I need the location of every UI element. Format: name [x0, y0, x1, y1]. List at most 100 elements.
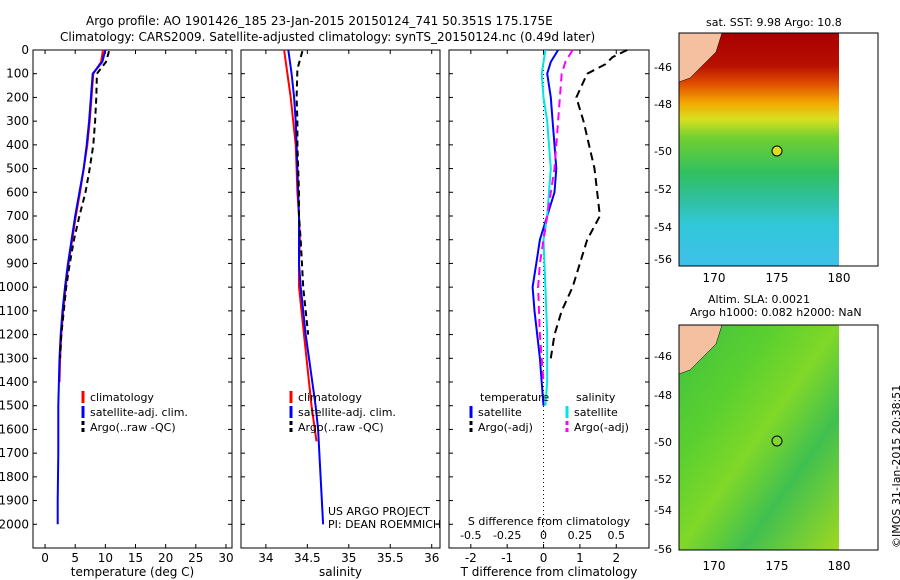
sst-float-marker — [771, 145, 783, 157]
x-tick-label: 5 — [71, 551, 79, 565]
legend-title: temperature — [480, 391, 549, 404]
series-line — [537, 49, 574, 383]
sla-map — [678, 324, 879, 551]
x-tick-label: 30 — [218, 551, 233, 565]
y-tick-label: 100 — [6, 67, 29, 81]
series-line — [56, 49, 107, 525]
x-tick-label: -1 — [501, 551, 513, 565]
y-tick-label: 600 — [6, 185, 29, 199]
y-tick-label: 1000 — [0, 280, 29, 294]
sst-lat-label: -48 — [654, 98, 672, 111]
profile-panels: 0 5 10 15 20 25 300100200300400500600700800900… — [0, 43, 650, 579]
panel-temperature: 0 5 10 15 20 25 300100200300400500600700800900… — [0, 43, 234, 579]
sla-field — [679, 325, 839, 550]
sst-lon-label: 180 — [828, 271, 851, 285]
series-line — [295, 50, 310, 335]
y-tick-label: 500 — [6, 162, 29, 176]
s-tick-label: 0 — [540, 529, 547, 542]
sla-lat-label: -56 — [654, 543, 672, 556]
sst-lat-label: -46 — [654, 61, 672, 74]
s-tick-label: 0.5 — [608, 529, 626, 542]
x-tick-label: 15 — [128, 551, 143, 565]
y-tick-label: 300 — [6, 114, 29, 128]
legend-label: satellite-adj. clim. — [298, 406, 396, 419]
x-axis-label: T difference from climatology — [460, 565, 638, 579]
x-axis-label: salinity — [319, 565, 362, 579]
sla-title-1: Altim. SLA: 0.0021 — [708, 293, 811, 306]
sla-float-marker — [771, 435, 783, 447]
x-tick-label: 34 — [258, 551, 273, 565]
y-tick-label: 1800 — [0, 470, 29, 484]
legend-label: satellite — [574, 406, 618, 419]
s-tick-label: -0.5 — [460, 529, 481, 542]
x-tick-label: 10 — [98, 551, 113, 565]
y-tick-label: 1700 — [0, 446, 29, 460]
legend-label: climatology — [298, 391, 362, 404]
y-tick-label: 1600 — [0, 422, 29, 436]
series-line — [287, 49, 325, 525]
sla-lon-label: 180 — [828, 559, 851, 573]
y-tick-label: 1900 — [0, 494, 29, 508]
sst-lat-label: -54 — [654, 221, 672, 234]
sst-map-frame — [678, 32, 879, 267]
legend-label: Argo(..raw -QC) — [90, 421, 176, 434]
sla-map-frame — [678, 324, 879, 551]
series-line — [59, 50, 110, 359]
x-tick-label: 34.5 — [294, 551, 321, 565]
sst-title: sat. SST: 9.98 Argo: 10.8 — [706, 16, 842, 29]
x-tick-label: 25 — [188, 551, 203, 565]
y-tick-label: 2000 — [0, 517, 29, 531]
sla-lat-label: -46 — [654, 350, 672, 363]
header-line-2: Climatology: CARS2009. Satellite-adjuste… — [60, 30, 596, 44]
s-tick-label: -0.25 — [493, 529, 521, 542]
y-tick-label: 1100 — [0, 304, 29, 318]
sla-lat-label: -52 — [654, 473, 672, 486]
x-tick-label: 0 — [540, 551, 548, 565]
y-tick-label: 1300 — [0, 351, 29, 365]
y-tick-label: 200 — [6, 90, 29, 104]
y-tick-label: 400 — [6, 138, 29, 152]
series-line — [531, 49, 559, 406]
sst-lat-label: -56 — [654, 253, 672, 266]
legend-label: Argo(-adj) — [574, 421, 629, 434]
sst-field — [679, 33, 839, 266]
x-tick-label: 2 — [612, 551, 620, 565]
s-tick-label: 0.25 — [568, 529, 593, 542]
legend-label: satellite — [478, 406, 522, 419]
series-line — [540, 49, 552, 406]
project-label: US ARGO PROJECT — [328, 505, 430, 518]
sla-lon-label: 175 — [766, 559, 789, 573]
panel-frame — [240, 49, 441, 549]
panel-frame — [448, 49, 650, 549]
legend-label: climatology — [90, 391, 154, 404]
legend-title: salinity — [576, 391, 616, 404]
sst-lat-label: -52 — [654, 183, 672, 196]
panel-difference: -2 -1 0 1 2T difference from climatology S di… — [448, 49, 650, 579]
sst-map — [678, 32, 879, 267]
x-tick-label: 20 — [158, 551, 173, 565]
legend-label: Argo(-adj) — [478, 421, 533, 434]
y-tick-label: 900 — [6, 256, 29, 270]
y-tick-label: 1400 — [0, 375, 29, 389]
legend-label: satellite-adj. clim. — [90, 406, 188, 419]
y-tick-label: 800 — [6, 233, 29, 247]
x-tick-label: -2 — [465, 551, 477, 565]
sla-lat-label: -48 — [654, 389, 672, 402]
legend-label: Argo(..raw -QC) — [298, 421, 384, 434]
sst-lat-label: -50 — [654, 145, 672, 158]
header-line-1: Argo profile: AO 1901426_185 23-Jan-2015… — [86, 14, 553, 28]
sla-lat-label: -50 — [654, 436, 672, 449]
x-tick-label: 36 — [424, 551, 439, 565]
sst-lon-label: 170 — [703, 271, 726, 285]
x-tick-label: 0 — [41, 551, 49, 565]
y-tick-label: 700 — [6, 209, 29, 223]
y-tick-label: 1200 — [0, 328, 29, 342]
panel-salinity: 34 34.5 35 35.5 36 salinity climatology satelli… — [240, 49, 441, 579]
sla-lon-label: 170 — [703, 559, 726, 573]
series-line — [549, 49, 628, 359]
x-tick-label: 35.5 — [377, 551, 404, 565]
x-tick-label: 1 — [576, 551, 584, 565]
y-tick-label: 1500 — [0, 399, 29, 413]
pi-label: PI: DEAN ROEMMICH — [328, 518, 442, 531]
